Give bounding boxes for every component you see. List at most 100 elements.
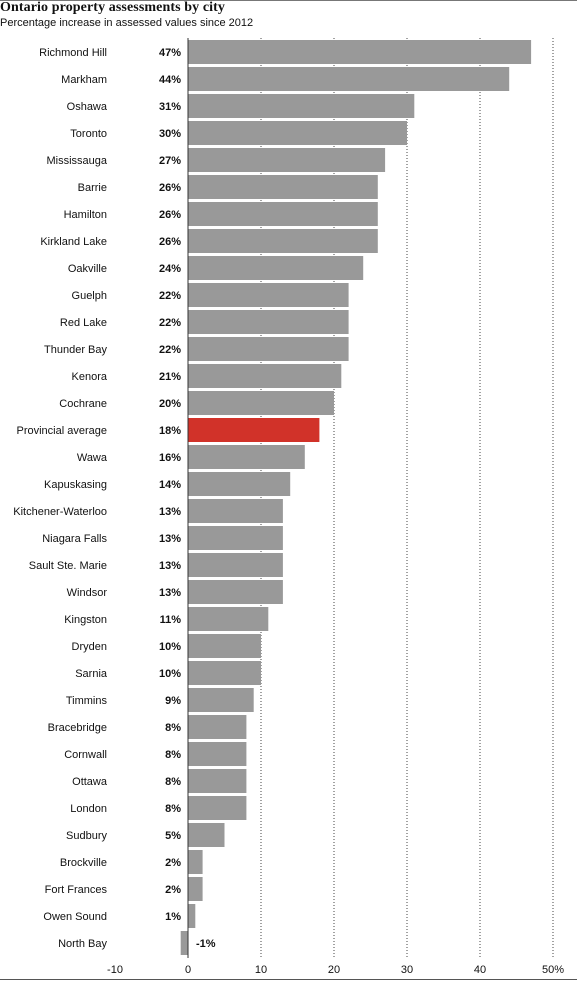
category-label: Windsor — [67, 587, 108, 599]
value-label: 2% — [165, 857, 181, 869]
category-label: Dryden — [72, 641, 107, 653]
bar — [188, 364, 342, 388]
category-label: Kenora — [72, 371, 108, 383]
value-label: -1% — [196, 938, 216, 950]
value-label: 2% — [165, 884, 181, 896]
x-tick-label: 30 — [401, 964, 413, 976]
bar — [188, 823, 225, 847]
chart-title: Ontario property assessments by city — [0, 0, 225, 15]
value-label: 31% — [159, 101, 181, 113]
value-label: 8% — [165, 776, 181, 788]
value-label: 1% — [165, 911, 181, 923]
bar — [188, 661, 261, 685]
value-label: 13% — [159, 533, 181, 545]
bar — [180, 931, 188, 955]
value-label: 13% — [159, 560, 181, 572]
bar — [188, 877, 203, 901]
value-label: 26% — [159, 209, 181, 221]
bar — [188, 202, 378, 226]
value-label: 26% — [159, 182, 181, 194]
value-label: 47% — [159, 47, 181, 59]
x-tick-label: 50% — [542, 964, 564, 976]
bar — [188, 499, 283, 523]
bar — [188, 580, 283, 604]
bar — [188, 256, 364, 280]
category-label: Thunder Bay — [44, 344, 107, 356]
bar — [188, 688, 254, 712]
bar — [188, 796, 247, 820]
category-label: Oshawa — [67, 101, 108, 113]
value-label: 24% — [159, 263, 181, 275]
bottom-rule — [0, 979, 577, 980]
value-label: 8% — [165, 722, 181, 734]
bar — [188, 607, 269, 631]
bar — [188, 229, 378, 253]
value-label: 27% — [159, 155, 181, 167]
x-tick-label: 0 — [185, 964, 191, 976]
category-label: Fort Frances — [45, 884, 108, 896]
category-label: Brockville — [60, 857, 107, 869]
bar — [188, 148, 386, 172]
value-label: 9% — [165, 695, 181, 707]
x-tick-label: -10 — [107, 964, 123, 976]
category-label: Richmond Hill — [39, 47, 107, 59]
category-label: Red Lake — [60, 317, 107, 329]
category-label: Kitchener-Waterloo — [13, 506, 107, 518]
value-label: 22% — [159, 290, 181, 302]
top-rule — [0, 0, 577, 1]
category-label: Ottawa — [72, 776, 108, 788]
category-label: Provincial average — [17, 425, 108, 437]
category-label: Kirkland Lake — [40, 236, 107, 248]
category-label: Cornwall — [64, 749, 107, 761]
value-label: 16% — [159, 452, 181, 464]
value-label: 44% — [159, 74, 181, 86]
category-label: Toronto — [70, 128, 107, 140]
bar — [188, 391, 334, 415]
category-label: Owen Sound — [43, 911, 107, 923]
value-label: 10% — [159, 641, 181, 653]
value-label: 26% — [159, 236, 181, 248]
category-label: Sarnia — [75, 668, 108, 680]
bar — [188, 850, 203, 874]
category-label: Mississauga — [46, 155, 107, 167]
category-label: Markham — [61, 74, 107, 86]
x-tick-label: 10 — [255, 964, 267, 976]
value-label: 18% — [159, 425, 181, 437]
value-label: 8% — [165, 803, 181, 815]
category-label: Barrie — [78, 182, 107, 194]
category-label: Hamilton — [64, 209, 107, 221]
category-label: North Bay — [58, 938, 107, 950]
value-label: 13% — [159, 587, 181, 599]
category-label: Kapuskasing — [44, 479, 107, 491]
value-label: 11% — [160, 614, 182, 626]
category-label: Sault Ste. Marie — [29, 560, 107, 572]
value-label: 21% — [159, 371, 181, 383]
value-label: 10% — [159, 668, 181, 680]
bar — [188, 769, 247, 793]
highlight-bar — [188, 418, 320, 442]
bar — [188, 310, 349, 334]
value-label: 14% — [159, 479, 181, 491]
bar — [188, 472, 291, 496]
value-label: 22% — [159, 344, 181, 356]
category-label: Cochrane — [59, 398, 107, 410]
bar — [188, 283, 349, 307]
category-label: Sudbury — [66, 830, 107, 842]
category-label: Bracebridge — [48, 722, 107, 734]
bar — [188, 553, 283, 577]
x-tick-label: 20 — [328, 964, 340, 976]
category-label: London — [70, 803, 107, 815]
bar — [188, 40, 532, 64]
bar — [188, 121, 407, 145]
value-label: 20% — [159, 398, 181, 410]
bar — [188, 742, 247, 766]
bar — [188, 715, 247, 739]
chart-subtitle: Percentage increase in assessed values s… — [0, 17, 254, 29]
category-label: Guelph — [72, 290, 107, 302]
bar — [188, 175, 378, 199]
bar — [188, 445, 305, 469]
bar — [188, 526, 283, 550]
value-label: 22% — [159, 317, 181, 329]
category-label: Wawa — [77, 452, 108, 464]
